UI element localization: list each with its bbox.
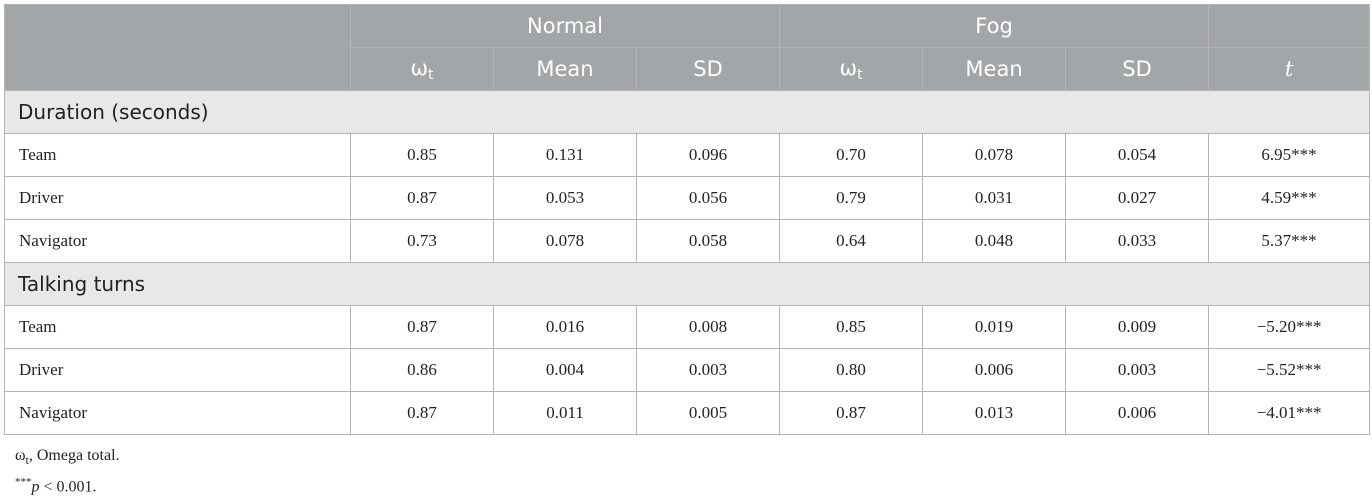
row-label: Navigator bbox=[4, 391, 351, 435]
table-cell: 0.004 bbox=[493, 348, 637, 392]
table-cell: 0.003 bbox=[1065, 348, 1210, 392]
table-cell: 0.056 bbox=[635, 176, 781, 220]
header-normal-sd: SD bbox=[635, 47, 781, 91]
header-t: t bbox=[1208, 47, 1371, 91]
table-cell: 0.027 bbox=[1065, 176, 1210, 220]
table-row: Navigator 0.73 0.078 0.058 0.64 0.048 0.… bbox=[4, 219, 1371, 263]
section-row-talking-turns: Talking turns bbox=[3, 262, 1371, 306]
table-cell: 0.006 bbox=[922, 348, 1067, 392]
table-cell: 6.95*** bbox=[1208, 133, 1371, 177]
table-row: Team 0.87 0.016 0.008 0.85 0.019 0.009 −… bbox=[4, 305, 1371, 349]
table-cell: 0.053 bbox=[493, 176, 637, 220]
header-fog: Fog bbox=[779, 4, 1210, 48]
table-cell: 0.73 bbox=[350, 219, 494, 263]
table-cell: 0.006 bbox=[1065, 391, 1210, 435]
table-cell: −4.01*** bbox=[1208, 391, 1371, 435]
header-t-top bbox=[1208, 4, 1371, 48]
row-label: Driver bbox=[4, 348, 351, 392]
table-row: Driver 0.86 0.004 0.003 0.80 0.006 0.003… bbox=[4, 348, 1371, 392]
header-group-row: Normal Fog bbox=[4, 4, 1371, 91]
table-cell: 0.79 bbox=[779, 176, 924, 220]
header-fog-omega: ωt bbox=[779, 47, 924, 91]
table-cell: 0.031 bbox=[922, 176, 1067, 220]
table-cell: 0.013 bbox=[922, 391, 1067, 435]
table-cell: −5.20*** bbox=[1208, 305, 1371, 349]
section-row-duration: Duration (seconds) bbox=[3, 90, 1371, 134]
header-column-row: ωt Mean SD ωt Mean SD t bbox=[5, 47, 1371, 91]
row-label: Team bbox=[4, 133, 351, 177]
table-cell: 0.054 bbox=[1065, 133, 1210, 177]
table-row: Driver 0.87 0.053 0.056 0.79 0.031 0.027… bbox=[4, 176, 1371, 220]
table-cell: 0.131 bbox=[493, 133, 637, 177]
table-cell: 0.058 bbox=[635, 219, 781, 263]
table-cell: 0.80 bbox=[779, 348, 924, 392]
table-cell: 0.009 bbox=[1065, 305, 1210, 349]
table-cell: 0.64 bbox=[779, 219, 924, 263]
table-cell: 0.011 bbox=[493, 391, 637, 435]
footnote-omega: ωt, Omega total. bbox=[15, 447, 120, 468]
table-cell: 0.86 bbox=[350, 348, 494, 392]
table-cell: 0.70 bbox=[779, 133, 924, 177]
table-cell: 0.005 bbox=[635, 391, 781, 435]
table-row: Navigator 0.87 0.011 0.005 0.87 0.013 0.… bbox=[4, 391, 1371, 435]
row-label: Navigator bbox=[4, 219, 351, 263]
footnote-significance: ***p < 0.001. bbox=[15, 476, 97, 496]
table-row: Team 0.85 0.131 0.096 0.70 0.078 0.054 6… bbox=[4, 133, 1371, 177]
table-cell: 0.85 bbox=[350, 133, 494, 177]
table-cell: 0.048 bbox=[922, 219, 1067, 263]
table-cell: 4.59*** bbox=[1208, 176, 1371, 220]
table-cell: 0.016 bbox=[493, 305, 637, 349]
section-title: Duration (seconds) bbox=[3, 90, 1371, 134]
header-normal-omega: ωt bbox=[350, 47, 494, 91]
header-normal: Normal bbox=[349, 4, 781, 48]
table-cell: 0.078 bbox=[493, 219, 637, 263]
table-cell: 5.37*** bbox=[1208, 219, 1371, 263]
table-cell: 0.85 bbox=[779, 305, 924, 349]
results-table: Normal Fog ωt Mean SD ωt Mean SD t Durat… bbox=[3, 4, 1371, 435]
table-cell: 0.019 bbox=[922, 305, 1067, 349]
header-fog-sd: SD bbox=[1065, 47, 1210, 91]
table-cell: 0.033 bbox=[1065, 219, 1210, 263]
header-fog-mean: Mean bbox=[922, 47, 1067, 91]
table-footnotes: ωt, Omega total. ***p < 0.001. bbox=[15, 445, 120, 499]
table-cell: 0.003 bbox=[635, 348, 781, 392]
section-title: Talking turns bbox=[3, 262, 1371, 306]
table-cell: 0.008 bbox=[635, 305, 781, 349]
table-cell: 0.096 bbox=[635, 133, 781, 177]
header-blank-cell bbox=[4, 4, 351, 91]
row-label: Driver bbox=[4, 176, 351, 220]
header-normal-mean: Mean bbox=[493, 47, 637, 91]
row-label: Team bbox=[4, 305, 351, 349]
table-cell: −5.52*** bbox=[1208, 348, 1371, 392]
table-cell: 0.87 bbox=[350, 176, 494, 220]
table-cell: 0.87 bbox=[779, 391, 924, 435]
table-cell: 0.87 bbox=[350, 305, 494, 349]
table-cell: 0.078 bbox=[922, 133, 1067, 177]
table-cell: 0.87 bbox=[350, 391, 494, 435]
